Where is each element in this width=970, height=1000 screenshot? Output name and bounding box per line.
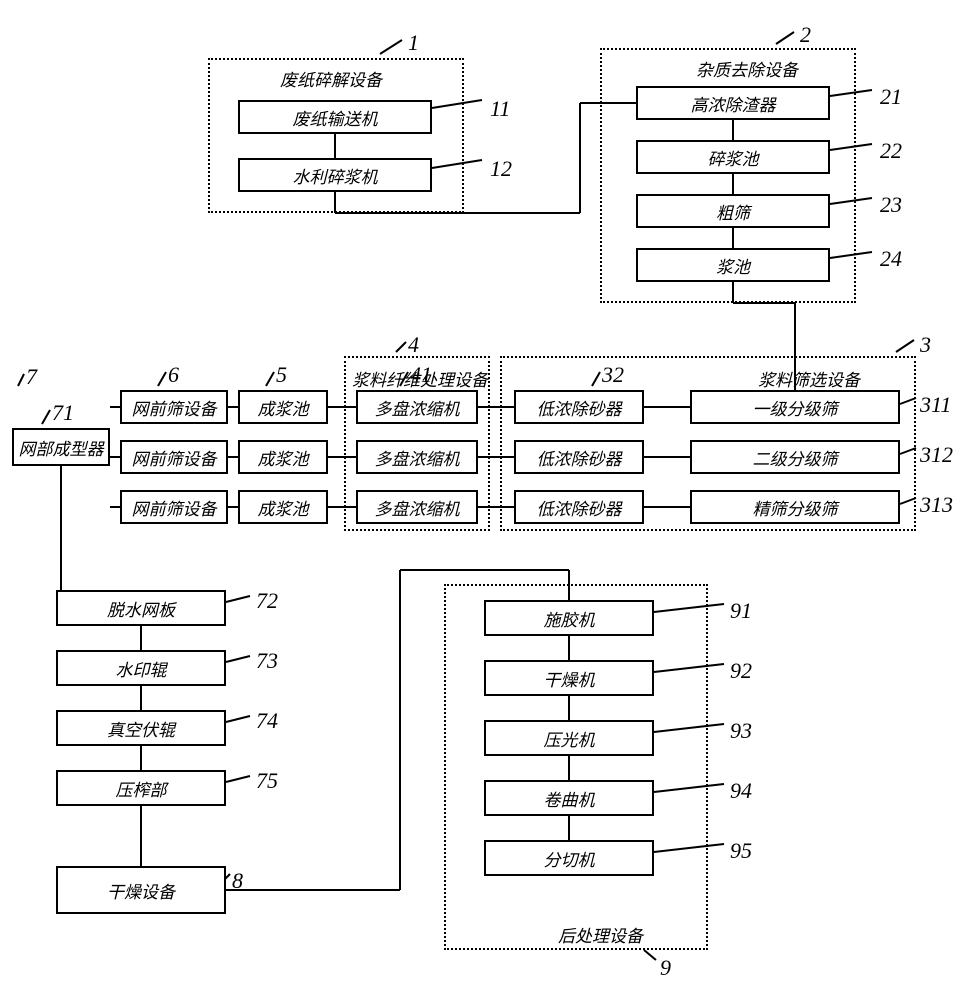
ref-num: 22	[880, 138, 902, 164]
ref-num: 95	[730, 838, 752, 864]
ref-num: 94	[730, 778, 752, 804]
box-pulp-pool: 成浆池	[238, 390, 328, 424]
diagram-canvas: 废纸碎解设备 杂质去除设备 浆料筛选设备 浆料纤维处理设备 后处理设备 废纸输送…	[0, 0, 970, 1000]
ref-num: 9	[660, 955, 671, 981]
ref-num: 313	[920, 492, 953, 518]
box-winder: 卷曲机	[484, 780, 654, 816]
box-pulp-pool: 浆池	[636, 248, 830, 282]
ref-num: 93	[730, 718, 752, 744]
ref-num: 3	[920, 332, 931, 358]
box-wire-former: 网部成型器	[12, 428, 110, 466]
box-primary-screen: 一级分级筛	[690, 390, 900, 424]
ref-num: 8	[232, 868, 243, 894]
box-sizing-machine: 施胶机	[484, 600, 654, 636]
group-title: 后处理设备	[558, 922, 643, 947]
box-multidisc-thickener: 多盘浓缩机	[356, 390, 478, 424]
box-multidisc-thickener: 多盘浓缩机	[356, 440, 478, 474]
box-waste-conveyor: 废纸输送机	[238, 100, 432, 134]
ref-num: 312	[920, 442, 953, 468]
group-post-processing: 后处理设备	[444, 584, 708, 950]
ref-num: 32	[602, 362, 624, 388]
box-multidisc-thickener: 多盘浓缩机	[356, 490, 478, 524]
ref-num: 41	[410, 362, 432, 388]
box-dryer: 干燥机	[484, 660, 654, 696]
ref-num: 5	[276, 362, 287, 388]
box-slitter: 分切机	[484, 840, 654, 876]
box-fine-screen: 精筛分级筛	[690, 490, 900, 524]
ref-num: 74	[256, 708, 278, 734]
ref-num: 24	[880, 246, 902, 272]
group-title: 杂质去除设备	[696, 56, 798, 81]
box-pre-wire-screen: 网前筛设备	[120, 390, 228, 424]
box-secondary-screen: 二级分级筛	[690, 440, 900, 474]
box-pulp-tank: 碎浆池	[636, 140, 830, 174]
box-vacuum-couch-roll: 真空伏辊	[56, 710, 226, 746]
box-low-density-cleaner: 低浓除砂器	[514, 390, 644, 424]
ref-num: 6	[168, 362, 179, 388]
ref-num: 92	[730, 658, 752, 684]
ref-num: 2	[800, 22, 811, 48]
box-pre-wire-screen: 网前筛设备	[120, 440, 228, 474]
box-press-section: 压榨部	[56, 770, 226, 806]
group-title: 浆料筛选设备	[758, 366, 860, 391]
box-dewatering-plate: 脱水网板	[56, 590, 226, 626]
ref-num: 91	[730, 598, 752, 624]
ref-num: 7	[26, 364, 37, 390]
box-pulp-pool: 成浆池	[238, 490, 328, 524]
ref-num: 11	[490, 96, 510, 122]
ref-num: 71	[52, 400, 74, 426]
box-pulp-pool: 成浆池	[238, 440, 328, 474]
box-low-density-cleaner: 低浓除砂器	[514, 490, 644, 524]
ref-num: 4	[408, 332, 419, 358]
box-low-density-cleaner: 低浓除砂器	[514, 440, 644, 474]
box-watermark-roll: 水印辊	[56, 650, 226, 686]
box-high-density-cleaner: 高浓除渣器	[636, 86, 830, 120]
box-calender: 压光机	[484, 720, 654, 756]
box-coarse-screen: 粗筛	[636, 194, 830, 228]
ref-num: 12	[490, 156, 512, 182]
ref-num: 1	[408, 30, 419, 56]
box-pre-wire-screen: 网前筛设备	[120, 490, 228, 524]
box-drying-equipment: 干燥设备	[56, 866, 226, 914]
ref-num: 23	[880, 192, 902, 218]
group-title: 废纸碎解设备	[280, 66, 382, 91]
box-hydro-pulper: 水利碎浆机	[238, 158, 432, 192]
ref-num: 72	[256, 588, 278, 614]
ref-num: 73	[256, 648, 278, 674]
ref-num: 21	[880, 84, 902, 110]
ref-num: 75	[256, 768, 278, 794]
ref-num: 311	[920, 392, 951, 418]
